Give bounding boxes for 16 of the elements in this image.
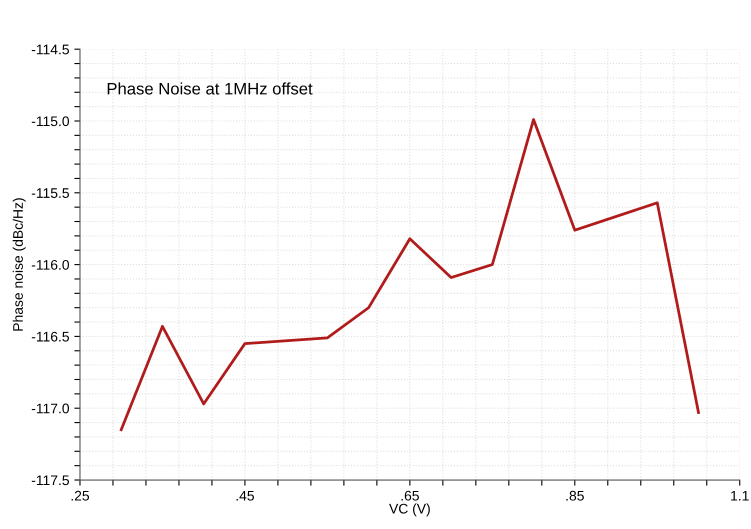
y-tick-label: -114.5 bbox=[32, 44, 69, 54]
y-tick-label: -115.0 bbox=[32, 116, 70, 126]
y-tick-label: -117.0 bbox=[32, 404, 70, 414]
y-tick-label: -117.5 bbox=[32, 475, 69, 486]
x-tick-label: .45 bbox=[236, 490, 254, 501]
x-tick-label: .65 bbox=[401, 490, 419, 501]
x-tick-label: .25 bbox=[72, 490, 90, 501]
x-tick-label: 1.1 bbox=[731, 490, 749, 500]
text: Phase Noise at 1MHz offset bbox=[108, 82, 313, 95]
x-tick-label: .85 bbox=[566, 490, 584, 501]
y-axis-title: Phase noise (dBc/Hz) bbox=[12, 198, 26, 331]
y-tick-label: -116.0 bbox=[32, 260, 70, 270]
y-tick-label: -115.5 bbox=[32, 188, 69, 198]
line-series bbox=[120, 118, 700, 432]
y-tick-label: -116.5 bbox=[32, 332, 69, 342]
x-axis-title: VC (V) bbox=[389, 503, 430, 516]
